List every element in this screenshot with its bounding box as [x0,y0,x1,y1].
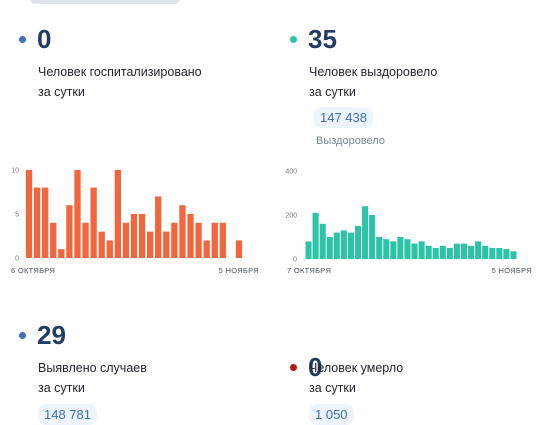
bar [171,222,178,258]
x-end-label: 5 НОЯБРЯ [492,266,532,275]
bar [362,206,369,259]
bar [163,231,170,258]
bar [411,243,418,259]
y-tick-label: 0 [293,257,297,264]
bar [340,230,347,259]
bar [390,241,397,259]
deaths-caption-line2: за сутки [309,381,356,395]
hospitalized-dot [19,36,26,43]
detected-caption-line2: за сутки [38,381,85,395]
recovered-caption-line1: Человек выздоровело [309,65,438,79]
bar [66,205,73,258]
detected-value: 29 [37,320,66,350]
bar [397,237,404,259]
bar [138,214,146,258]
bar [235,240,243,258]
bar [453,243,460,259]
recovered-total-label: Выздоровело [316,135,385,147]
x-start-label: 6 ОКТЯБРЯ [11,266,55,275]
bar [354,226,362,259]
detected-caption: Выявлено случаев за сутки [38,358,268,398]
bar [305,241,312,259]
top-header-strip [30,0,180,4]
bar [179,205,186,258]
recovered-dot [290,36,297,43]
deaths-dot [290,364,297,371]
hospitalized-caption-line2: за сутки [38,85,85,99]
recovered-bar-chart: 400 200 0 7 ОКТЯБРЯ 5 НОЯБРЯ [285,169,532,276]
deaths-caption: Человек умерло за сутки [309,358,539,398]
bar [74,170,81,258]
bar [90,187,97,258]
bar [333,232,340,259]
bar [496,248,503,259]
bar [404,239,411,259]
y-tick-label: 0 [15,256,19,263]
bar [25,170,33,258]
bar [503,249,510,259]
bar [482,245,489,259]
y-tick-label: 200 [285,213,297,220]
hospitalized-value: 0 [37,24,52,54]
y-tick-label: 5 [15,212,19,219]
bar [147,231,154,258]
bar [42,187,49,258]
y-tick-label: 400 [285,169,297,176]
bar [195,222,202,258]
hospitalized-caption-line1: Человек госпитализировано [38,65,202,79]
bar [187,214,194,258]
bar [312,212,319,259]
bar [155,196,162,258]
bar [425,245,432,259]
recovered-total-pill: 147 438 [314,107,373,128]
y-tick-label: 10 [11,168,19,175]
bar [460,243,468,259]
detected-caption-line1: Выявлено случаев [38,361,147,375]
bar [432,248,439,259]
deaths-caption-line1: Человек умерло [309,361,404,375]
bar [347,232,354,259]
bar [122,222,130,258]
bar [475,241,482,259]
bar [510,251,517,259]
deaths-total-pill: 1 050 [309,404,354,425]
bar [376,237,383,259]
detected-dot [19,332,26,339]
detected-total-pill: 148 781 [38,404,97,425]
bar [446,248,453,259]
bar [468,245,475,259]
bar [114,170,121,258]
bar [489,248,496,259]
bar [58,249,65,258]
deaths-value: 0 [308,352,323,382]
bar [98,231,105,258]
bar [33,187,41,258]
recovered-caption: Человек выздоровело за сутки [309,62,539,102]
x-end-label: 5 НОЯБРЯ [219,266,259,275]
recovered-caption-line2: за сутки [309,85,356,99]
recovered-value: 35 [308,24,337,54]
bar [203,240,210,258]
bar [106,240,113,258]
bar [326,237,333,259]
bar [369,215,376,259]
hospitalized-caption: Человек госпитализировано за сутки [38,62,268,102]
bar [50,222,57,258]
bar [211,222,218,258]
x-start-label: 7 ОКТЯБРЯ [287,266,331,275]
bar [319,223,326,259]
bar [219,222,226,258]
bar [418,241,425,259]
bar [383,239,390,259]
bar [439,245,446,259]
bar [82,222,89,258]
bar [130,214,138,258]
hospitalized-bar-chart: 10 5 0 6 ОКТЯБРЯ 5 НОЯБРЯ [11,168,259,276]
